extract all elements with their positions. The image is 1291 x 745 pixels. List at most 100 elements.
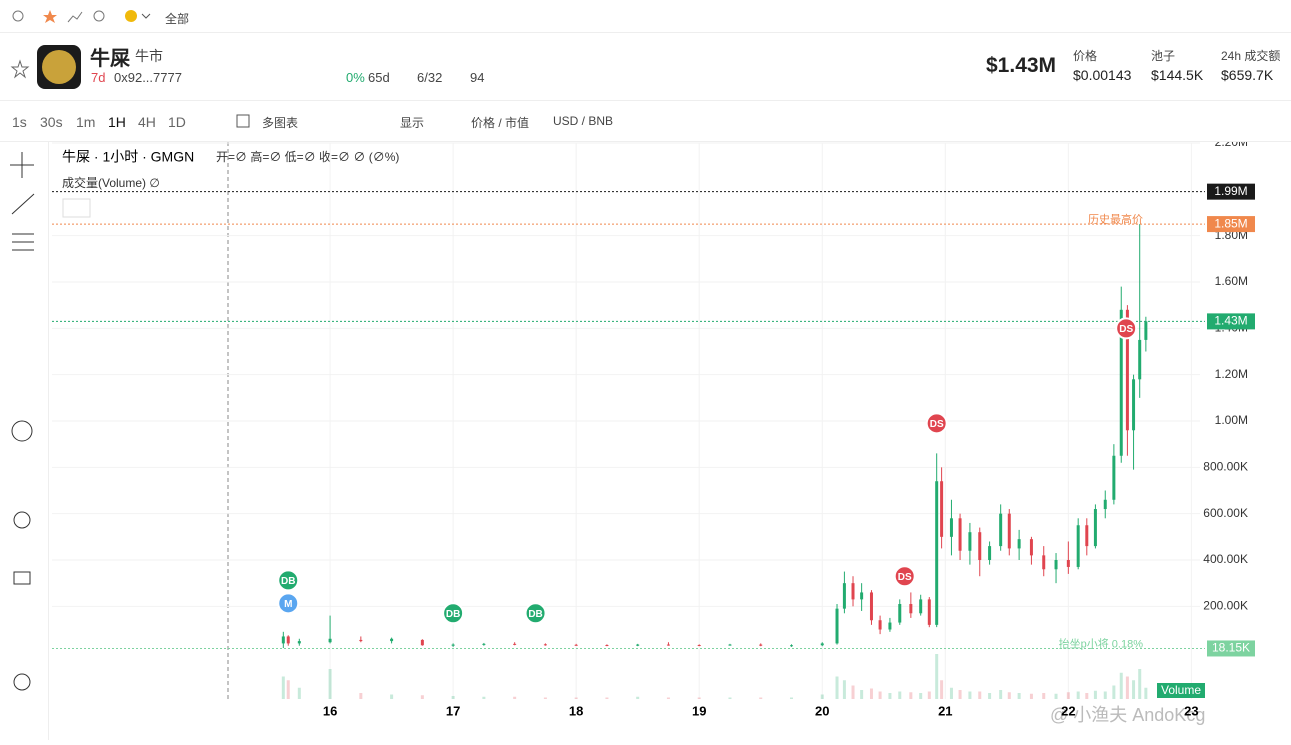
volume-bar [851,685,855,699]
candle-body [860,592,864,600]
volume-bar [958,690,962,699]
volume-bar [1066,692,1070,699]
volume-bar [543,697,547,699]
event-marker-label: DS [930,419,944,430]
candle-body [835,608,839,644]
candle-body [851,583,855,600]
x-tick-label: 19 [692,703,706,718]
event-marker [277,592,300,615]
candle-body [949,518,953,537]
tools [10,152,35,691]
volume-bar [1144,687,1148,699]
volume-bar [999,690,1003,699]
event-marker [524,602,547,625]
candle-body [666,644,670,646]
collapse-button[interactable] [62,198,91,218]
candle-body [1132,379,1136,431]
volume-bar [940,680,944,699]
price-tag-label: 1.85M [1214,216,1247,230]
volume-bar [1054,693,1058,699]
interval[interactable]: 1s [12,114,27,130]
candle-body [958,518,962,551]
candle-body [1076,525,1080,567]
volume-bar [1125,676,1129,699]
candle-body [1144,321,1148,340]
stat-value: $659.7K [1221,67,1274,83]
top-bar: 全部 [0,0,1291,33]
volume-bar [1138,669,1142,699]
candle-body [940,481,944,537]
stat-value: $144.5K [1151,67,1204,83]
volume-bar [666,697,670,699]
interval[interactable]: 4H [138,114,156,130]
event-marker-label: DS [898,572,912,583]
event-marker [925,412,948,435]
volume-bar [820,694,824,699]
candle-body [1066,560,1070,567]
volume-bar [949,687,953,699]
candle-body [919,599,923,614]
chart: 牛屎 · 1小时 · GMGN 开=∅ 高=∅ 低=∅ 收=∅ ∅ (∅%) 成… [52,142,1255,725]
display[interactable]: 显示 [400,116,425,130]
candle-body [988,546,992,560]
token-address[interactable]: 0x92...7777 [114,70,182,85]
volume-bar [835,676,839,699]
candle-body [1119,309,1123,456]
volume-bar [888,693,892,699]
event-marker [893,565,916,588]
volume-bar [1119,672,1123,699]
filter[interactable]: 全部 [165,12,190,26]
token-name: 牛屎 [90,48,130,70]
stat-label: 池子 [1151,49,1176,63]
interval[interactable]: 30s [40,114,63,130]
event-marker [442,602,465,625]
price-note: 抬坐p小将 0.18% [1059,636,1144,650]
candle-body [1125,309,1129,431]
price-tag [1207,313,1255,330]
ratio: 6/32 [417,70,443,85]
candle-body [1093,509,1097,547]
volume-bar [869,688,873,699]
volume-bar [1093,690,1097,699]
volume-bar [390,694,394,699]
event-marker-label: DS [1119,324,1133,335]
event-marker [1115,317,1138,340]
candle-body [574,644,578,646]
interval[interactable]: 1D [168,114,186,130]
event-marker-label: DB [446,609,460,620]
checkbox[interactable] [236,114,250,128]
candle-body [281,636,285,644]
y-tick-label: 1.20M [1215,367,1248,381]
x-tick-label: 21 [938,703,952,718]
candle-body [359,639,363,642]
volume-bar [789,697,793,699]
candle-body [888,622,892,630]
volume-bar [988,693,992,699]
event-marker [277,569,300,592]
holders-age: 65d [368,70,390,85]
volume-bar [451,696,455,699]
x-tick-label: 22 [1061,703,1075,718]
interval[interactable]: 1m [76,114,96,130]
stat-value: $0.00143 [1073,67,1132,83]
ohlc-legend: 开=∅ 高=∅ 低=∅ 收=∅ ∅ (∅%) [216,149,399,164]
volume-bar [297,687,301,699]
candle-body [1085,525,1089,547]
market-cap: $1.43M [986,54,1057,77]
price-mcap[interactable]: 价格 / 市值 [471,116,530,130]
volume-bar [605,697,609,699]
candle-body [789,645,793,647]
interval[interactable]: 1H [108,114,126,130]
candle-body [728,644,732,646]
price-tag-label: 1.99M [1214,184,1247,198]
volume-bar [574,697,578,699]
x-tick-label: 17 [446,703,460,718]
token-tag: 牛市 [135,48,163,64]
multi-chart[interactable]: 多图表 [262,116,299,130]
candle-body [842,583,846,609]
volume-bar [935,654,939,699]
currency[interactable]: USD / BNB [553,114,614,128]
candle-body [759,644,763,646]
volume-bar [286,680,290,699]
candle-body [420,639,424,646]
